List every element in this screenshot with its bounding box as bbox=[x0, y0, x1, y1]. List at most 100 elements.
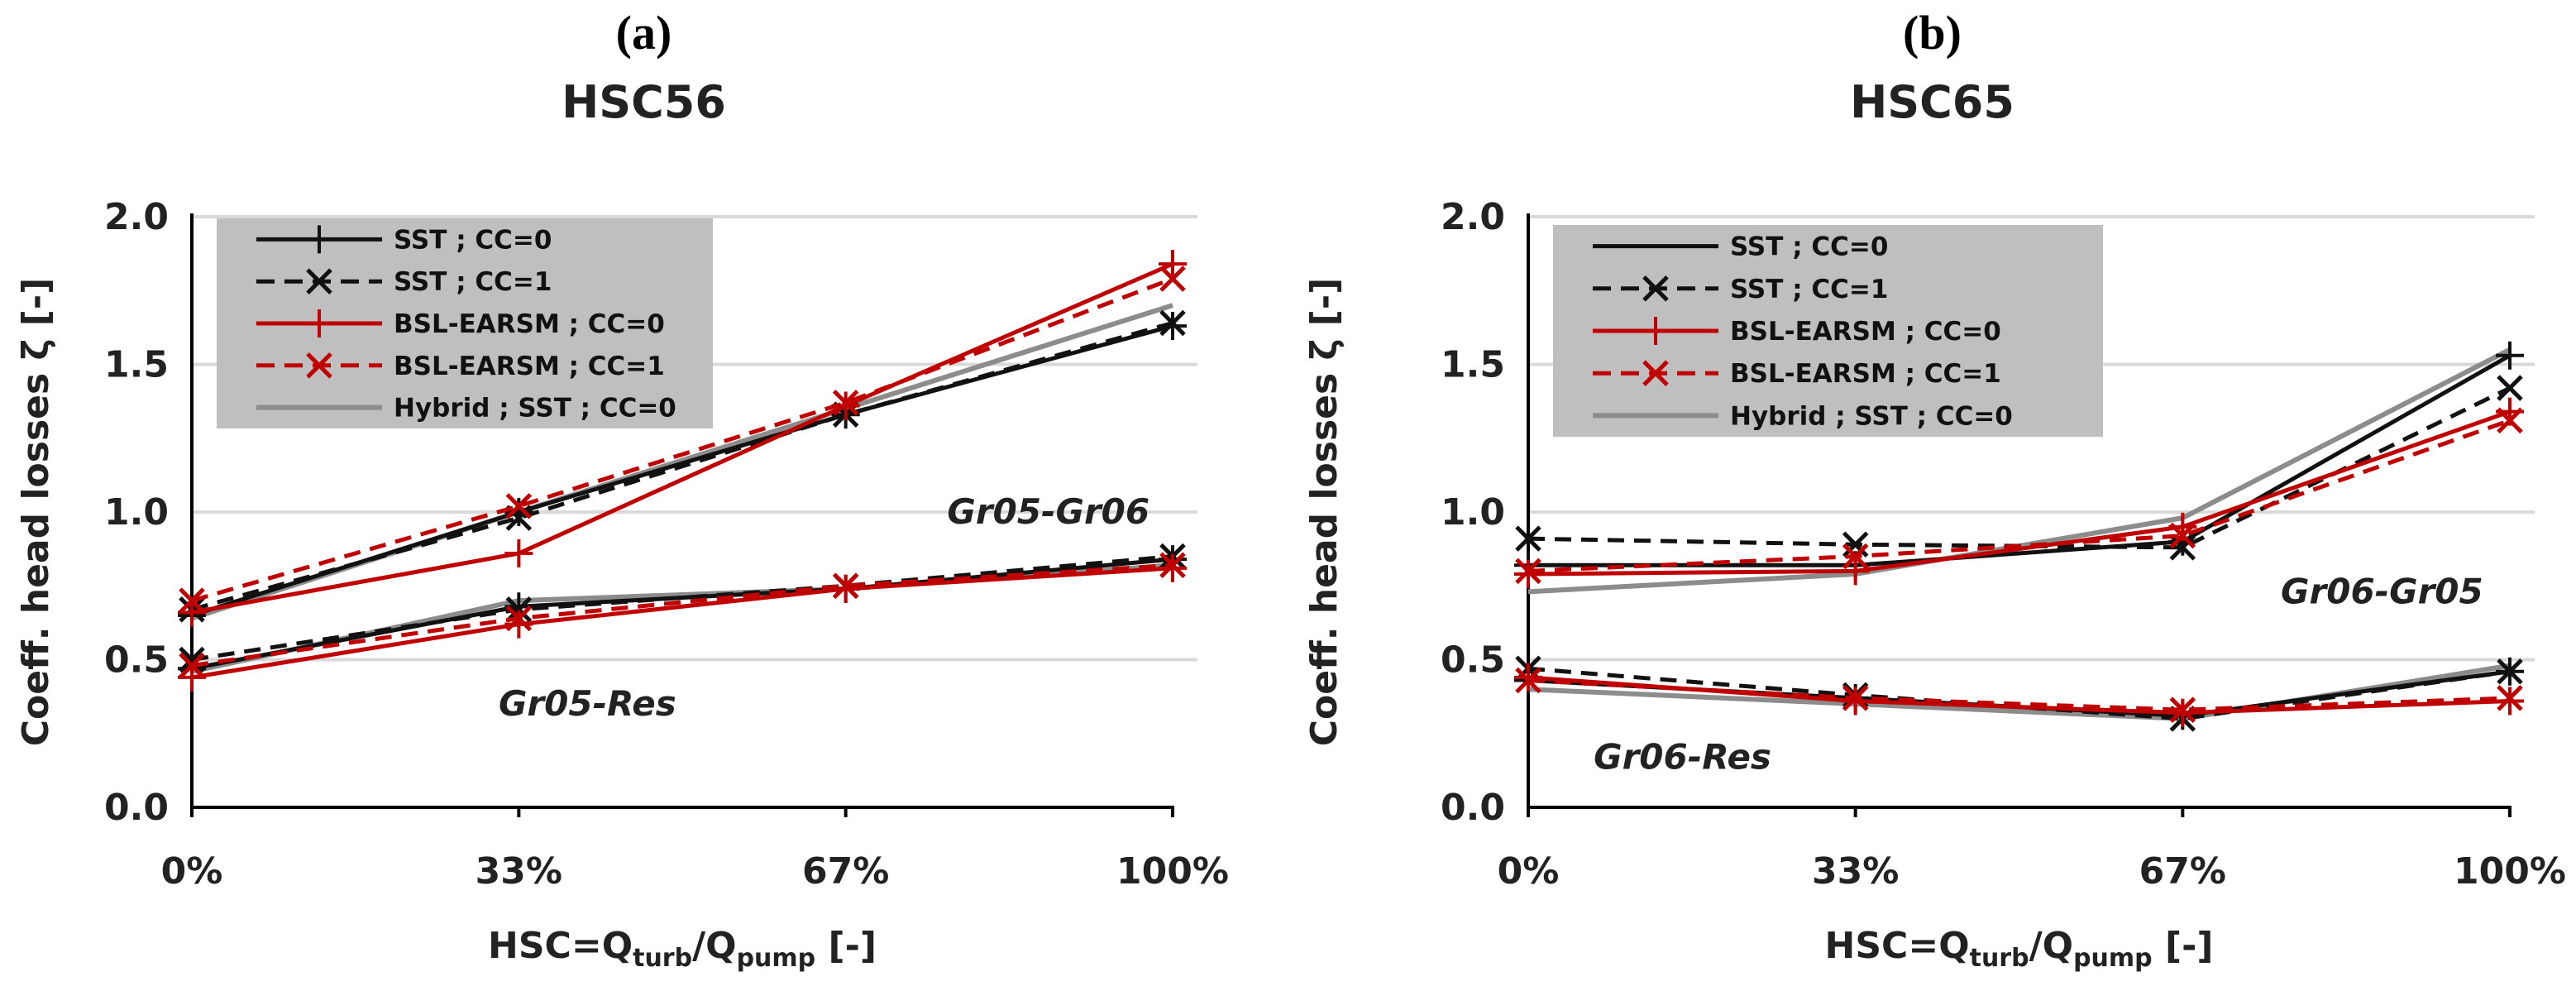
series-bsl-earsm-cc-0-gr05-gr06-point-3-plus-marker bbox=[1159, 250, 1187, 279]
legend-item-sst-cc-1: SST ; CC=1 bbox=[256, 267, 552, 297]
chart-title: HSC65 bbox=[1850, 76, 2014, 128]
marker-stroke bbox=[2497, 658, 2523, 685]
series-bsl-earsm-cc-1-gr05-res-point-3-x-marker bbox=[1159, 552, 1186, 579]
series-bsl-earsm-cc-0-gr06-res-point-2-plus-marker bbox=[2168, 698, 2197, 727]
y-tick-label: 0.5 bbox=[104, 639, 169, 682]
series-sst-cc-1-gr05-res-point-0-x-marker bbox=[179, 646, 205, 673]
marker-stroke bbox=[2169, 696, 2196, 723]
y-tick-label: 0.5 bbox=[1441, 639, 1505, 682]
x-axis-title-part: HSC=Q bbox=[1825, 925, 1970, 967]
series-sst-cc-1-gr05-res-point-1-x-marker bbox=[505, 596, 533, 623]
series-bsl-earsm-cc-1-gr06-gr05-point-1-x-marker bbox=[1842, 543, 1869, 570]
marker-stroke bbox=[1842, 531, 1869, 558]
marker-stroke bbox=[1842, 543, 1869, 570]
marker-stroke bbox=[505, 605, 533, 632]
marker-stroke bbox=[179, 646, 205, 673]
marker-stroke bbox=[2169, 522, 2196, 549]
series-bsl-earsm-cc-0-gr06-res-point-0-plus-marker bbox=[1514, 663, 1542, 692]
legend-label: SST ; CC=0 bbox=[1730, 232, 1888, 262]
y-tick-label: 0.0 bbox=[104, 787, 169, 829]
chart-title: HSC56 bbox=[562, 76, 726, 128]
marker-stroke bbox=[1642, 360, 1669, 386]
annotation-gr05-res: Gr05-Res bbox=[499, 683, 676, 724]
legend-item-bsl-earsm-cc-1: BSL-EARSM ; CC=1 bbox=[1593, 359, 2001, 389]
legend-label: BSL-EARSM ; CC=0 bbox=[394, 309, 665, 339]
legend-label: SST ; CC=1 bbox=[1730, 275, 1888, 304]
marker-stroke bbox=[2169, 534, 2196, 561]
legend-label: BSL-EARSM ; CC=1 bbox=[1730, 359, 2001, 389]
legend-swatch-plus-marker bbox=[305, 309, 333, 337]
series-sst-cc-1-gr05-res-line bbox=[191, 554, 1173, 662]
marker-stroke bbox=[179, 652, 205, 679]
legend-swatch-x-marker bbox=[306, 268, 332, 294]
x-axis-title-part: pump bbox=[2073, 944, 2153, 973]
x-axis-title-part: HSC=Q bbox=[488, 925, 633, 967]
series-bsl-earsm-cc-1-gr05-gr06-point-1-x-marker bbox=[505, 493, 533, 519]
marker-stroke bbox=[1515, 558, 1541, 585]
x-tick-label: 67% bbox=[2139, 850, 2226, 893]
y-tick-label: 2.0 bbox=[104, 196, 169, 238]
series-bsl-earsm-cc-0-gr05-res-point-1-plus-marker bbox=[504, 610, 533, 639]
series-sst-cc-1-gr06-gr05-point-3-x-marker bbox=[2497, 375, 2523, 401]
series-sst-cc-1-gr06-gr05-point-2-x-marker bbox=[2169, 534, 2196, 561]
y-axis-title: Coeff. head losses ζ [-] bbox=[15, 278, 57, 747]
marker-stroke bbox=[1159, 552, 1186, 579]
series-bsl-earsm-cc-1-gr06-res-point-3-x-marker bbox=[2497, 685, 2523, 711]
legend-item-hybrid-sst-cc-0: Hybrid ; SST ; CC=0 bbox=[256, 394, 676, 424]
legend-swatch-plus-marker bbox=[305, 225, 333, 254]
series-bsl-earsm-cc-0-gr06-gr05-point-0-plus-marker bbox=[1514, 559, 1542, 588]
marker-stroke bbox=[2497, 685, 2523, 711]
legend: SST ; CC=0 SST ; CC=1 BSL-EARSM ; CC=0 BSL-… bbox=[217, 218, 713, 428]
series-group bbox=[1514, 341, 2524, 732]
series-sst-cc-1-gr05-gr06-point-3-x-marker bbox=[1159, 309, 1186, 337]
series-bsl-earsm-cc-0-gr05-res-point-3-plus-marker bbox=[1159, 553, 1187, 582]
y-tick-label: 0.0 bbox=[1441, 787, 1505, 829]
x-tick-label: 0% bbox=[161, 850, 223, 893]
annotation-gr06-gr05: Gr06-Gr05 bbox=[2281, 571, 2483, 611]
x-axis-title-part: pump bbox=[737, 944, 816, 973]
legend-item-hybrid-sst-cc-0: Hybrid ; SST ; CC=0 bbox=[1593, 401, 2013, 431]
legend-label: Hybrid ; SST ; CC=0 bbox=[1730, 401, 2013, 431]
legend-item-bsl-earsm-cc-0: BSL-EARSM ; CC=0 bbox=[256, 309, 665, 339]
x-axis-title: HSC=Qturb/Qpump [-] bbox=[488, 925, 877, 973]
x-axis-title: HSC=Qturb/Qpump [-] bbox=[1825, 925, 2214, 973]
series-bsl-earsm-cc-1-gr06-res-point-1-x-marker bbox=[1842, 685, 1869, 711]
series-bsl-earsm-cc-1-gr05-gr06-point-3-x-marker bbox=[1159, 266, 1186, 292]
series-bsl-earsm-cc-1-gr05-res-point-0-x-marker bbox=[179, 652, 205, 679]
marker-stroke bbox=[179, 587, 205, 614]
series-bsl-earsm-cc-0-gr05-gr06-line bbox=[191, 261, 1173, 615]
series-bsl-earsm-cc-1-gr05-res-point-1-x-marker bbox=[505, 605, 533, 632]
series-bsl-earsm-cc-0-gr05-res-line bbox=[191, 566, 1173, 680]
series-sst-cc-1-gr06-gr05-point-1-x-marker bbox=[1842, 531, 1869, 558]
chart-plot-b: 0.0 0.5 1.0 1.5 2.0 0% 33% 67% 100% HSC=Qturb/Qpu… bbox=[1303, 196, 2566, 973]
legend-swatch-x-marker bbox=[306, 352, 332, 379]
legend-swatch-plus-marker bbox=[1642, 317, 1670, 345]
series-bsl-earsm-cc-1-gr05-res-line bbox=[191, 562, 1173, 668]
x-tick-label: 100% bbox=[2454, 850, 2566, 893]
series-bsl-earsm-cc-1-gr06-gr05 bbox=[1515, 407, 2523, 585]
y-tick-label: 2.0 bbox=[1441, 196, 1505, 238]
marker-stroke bbox=[1159, 309, 1186, 337]
y-tick-label: 1.5 bbox=[104, 344, 169, 386]
legend-label: Hybrid ; SST ; CC=0 bbox=[394, 394, 676, 424]
series-bsl-earsm-cc-1-gr06-gr05-point-2-x-marker bbox=[2169, 522, 2196, 549]
marker-stroke bbox=[505, 505, 533, 531]
series-bsl-earsm-cc-0-gr06-res-point-3-plus-marker bbox=[2496, 687, 2524, 716]
marker-stroke bbox=[2497, 375, 2523, 401]
series-sst-cc-1-gr05-gr06-line bbox=[191, 321, 1173, 612]
x-axis-title-part: [-] bbox=[2153, 925, 2214, 967]
marker-stroke bbox=[2497, 407, 2523, 434]
annotation-gr05-gr06: Gr05-Gr06 bbox=[947, 491, 1149, 532]
chart-panel-b: (b) HSC65 0.0 0.5 1.0 1.5 2.0 0% 33% 67% 100% HSC… bbox=[1288, 0, 2576, 986]
marker-stroke bbox=[1159, 266, 1186, 292]
marker-stroke bbox=[1842, 685, 1869, 711]
marker-stroke bbox=[505, 493, 533, 519]
x-axis-title-part: [-] bbox=[815, 925, 877, 967]
y-tick-label: 1.0 bbox=[104, 491, 169, 534]
annotation-gr06-res: Gr06-Res bbox=[1594, 736, 1771, 777]
series-bsl-earsm-cc-1-gr06-gr05-point-3-x-marker bbox=[2497, 407, 2523, 434]
legend-swatch-x-marker bbox=[1642, 275, 1669, 302]
marker-stroke bbox=[505, 596, 533, 623]
panel-label: (b) bbox=[1903, 6, 1962, 60]
series-bsl-earsm-cc-1-gr06-gr05-point-0-x-marker bbox=[1515, 558, 1541, 585]
